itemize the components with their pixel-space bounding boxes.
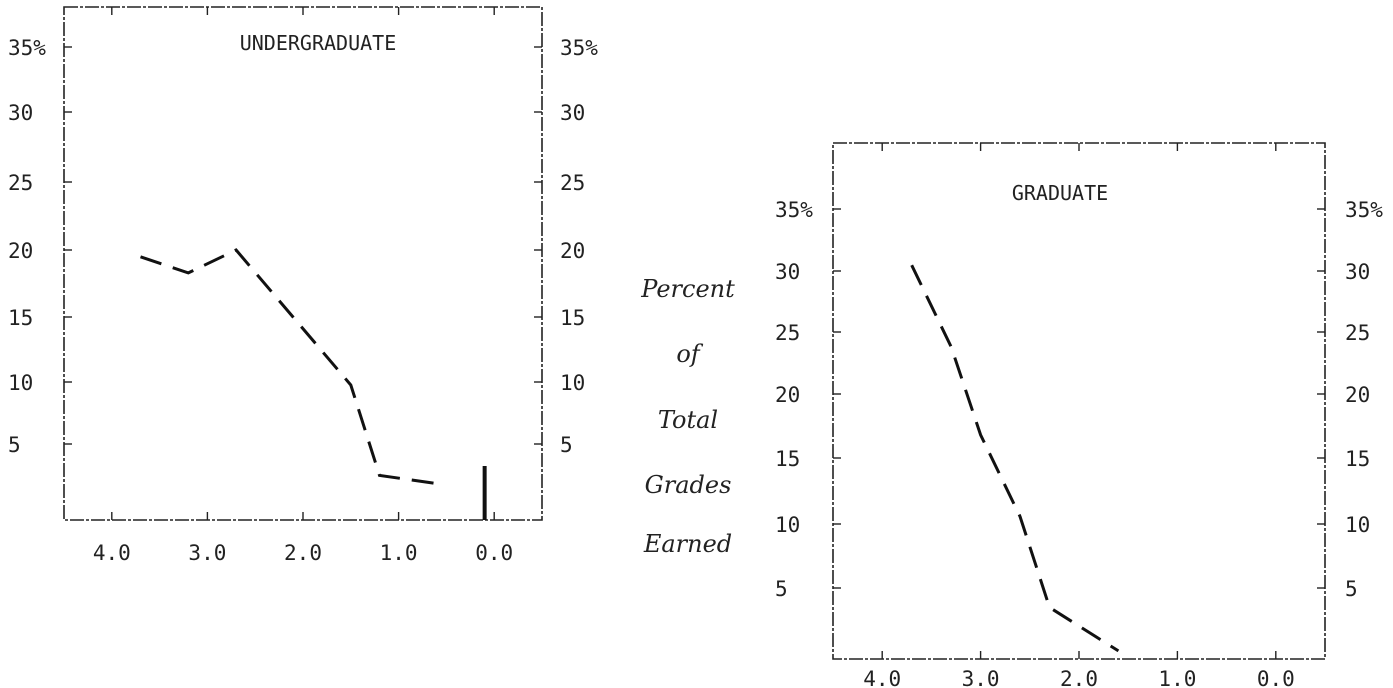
x-tick-label: 2.0 (1060, 667, 1098, 688)
y-tick-label-left: 20 (775, 383, 800, 407)
y-tick-label-right: 15 (1345, 447, 1370, 471)
y-tick-label-right: 10 (1345, 513, 1370, 537)
x-tick-label: 1.0 (380, 541, 418, 565)
y-tick-label-right: 25 (1345, 321, 1370, 345)
y-tick-label-right: 5 (1345, 577, 1358, 601)
side-label-line: Percent (640, 275, 735, 303)
y-tick-label-right: 20 (560, 239, 585, 263)
y-tick-label-left: 10 (775, 513, 800, 537)
y-tick-label-left: 35% (8, 36, 46, 60)
x-tick-label: 3.0 (962, 667, 1000, 688)
y-tick-label-right: 15 (560, 306, 585, 330)
bar (482, 466, 487, 520)
y-tick-label-left: 25 (8, 171, 33, 195)
plot-frame (832, 142, 1326, 660)
series-line (910, 264, 1120, 653)
y-tick-label-left: 30 (775, 260, 800, 284)
chart-title: UNDERGRADUATE (240, 31, 397, 55)
y-tick-label-right: 20 (1345, 383, 1370, 407)
y-tick-label-left: 5 (8, 433, 21, 457)
side-label-line: of (676, 340, 703, 368)
y-tick-label-right: 10 (560, 371, 585, 395)
series-line (140, 248, 438, 486)
side-label-line: Total (658, 406, 718, 434)
y-tick-label-right: 30 (560, 101, 585, 125)
x-tick-label: 4.0 (863, 667, 901, 688)
undergraduate-panel: UNDERGRADUATE 35% 30 25 20 15 10 5 35% 30 25 20 15 10… (8, 6, 598, 565)
side-label-line: Earned (643, 530, 732, 558)
x-tick-label: 0.0 (1257, 667, 1295, 688)
x-tick-label: 0.0 (475, 541, 513, 565)
x-tick-label: 4.0 (93, 541, 131, 565)
percent-of-total-grades-label: Percent of Total Grades Earned (640, 275, 735, 558)
y-tick-label-left: 35% (775, 198, 813, 222)
x-tick-label: 1.0 (1158, 667, 1196, 688)
y-tick-label-left: 15 (8, 306, 33, 330)
chart-title: GRADUATE (1012, 181, 1108, 205)
graduate-panel: GRADUATE 35% 30 25 20 15 10 5 35% 30 25 20 15 10 5 4.0 3… (775, 142, 1383, 688)
y-tick-label-left: 25 (775, 321, 800, 345)
plot-frame (63, 6, 543, 521)
y-tick-label-right: 25 (560, 171, 585, 195)
side-label-line: Grades (645, 471, 732, 499)
y-tick-label-left: 5 (775, 577, 788, 601)
y-tick-label-left: 15 (775, 447, 800, 471)
y-tick-label-left: 20 (8, 239, 33, 263)
y-tick-label-right: 35% (1345, 198, 1383, 222)
y-tick-label-right: 5 (560, 433, 573, 457)
x-tick-label: 2.0 (284, 541, 322, 565)
y-tick-label-right: 35% (560, 36, 598, 60)
y-tick-label-left: 10 (8, 371, 33, 395)
y-tick-label-right: 30 (1345, 260, 1370, 284)
x-tick-label: 3.0 (188, 541, 226, 565)
y-tick-label-left: 30 (8, 101, 33, 125)
